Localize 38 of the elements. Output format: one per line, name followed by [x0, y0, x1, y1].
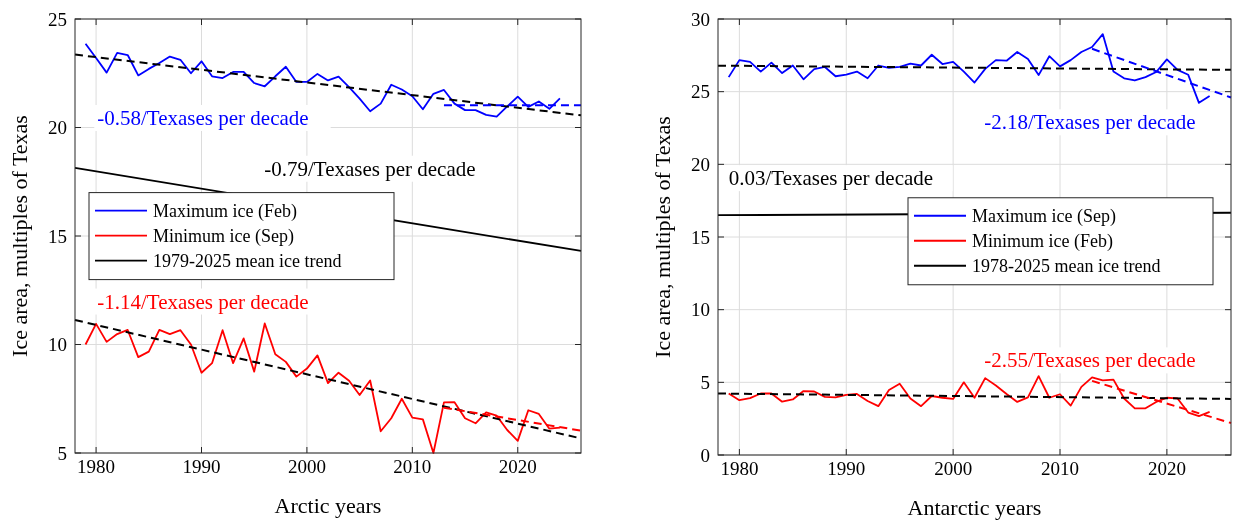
annotation: -2.18/Texases per decade: [984, 110, 1196, 135]
y-tick-label: 25: [691, 81, 710, 103]
x-tick-label: 1980: [720, 458, 759, 479]
y-tick-label: 20: [48, 117, 67, 138]
y-axis-title: Ice area, multiples of Texas: [7, 115, 32, 357]
x-tick-label: 1990: [827, 458, 866, 479]
legend-label: 1979-2025 mean ice trend: [153, 250, 342, 271]
x-tick-label: 2010: [1041, 458, 1079, 479]
x-tick-label: 2000: [934, 458, 973, 479]
annotation: -2.55/Texases per decade: [984, 348, 1196, 373]
y-tick-label: 5: [700, 371, 710, 393]
y-tick-label: 0: [700, 444, 710, 466]
legend-label: Minimum ice (Sep): [153, 225, 294, 247]
x-axis-title: Antarctic years: [907, 495, 1042, 520]
x-tick-label: 1980: [77, 456, 116, 477]
y-tick-label: 5: [57, 442, 67, 464]
annotation: 0.03/Texases per decade: [728, 166, 934, 191]
x-tick-label: 1990: [182, 456, 221, 477]
y-tick-label: 30: [691, 8, 710, 30]
y-axis-title: Ice area, multiples of Texas: [650, 116, 675, 358]
x-tick-label: 2020: [1147, 458, 1186, 479]
y-tick-label: 10: [691, 299, 710, 321]
x-tick-label: 2000: [287, 456, 326, 477]
legend-label: Maximum ice (Feb): [153, 200, 297, 222]
y-tick-label: 25: [48, 8, 67, 30]
x-tick-label: 2010: [393, 456, 432, 477]
x-axis-title: Arctic years: [274, 493, 382, 518]
x-tick-label: 2020: [498, 456, 537, 477]
legend-label: Minimum ice (Feb): [972, 230, 1113, 252]
legend-label: Maximum ice (Sep): [972, 205, 1116, 227]
y-tick-label: 15: [48, 225, 67, 247]
annotation: -0.79/Texases per decade: [264, 156, 476, 181]
y-tick-label: 20: [691, 153, 710, 175]
annotation: -1.14/Texases per decade: [97, 289, 309, 314]
annotation: -0.58/Texases per decade: [97, 105, 309, 130]
legend-label: 1978-2025 mean ice trend: [972, 255, 1161, 276]
y-tick-label: 10: [48, 334, 67, 355]
y-tick-label: 15: [691, 226, 710, 248]
